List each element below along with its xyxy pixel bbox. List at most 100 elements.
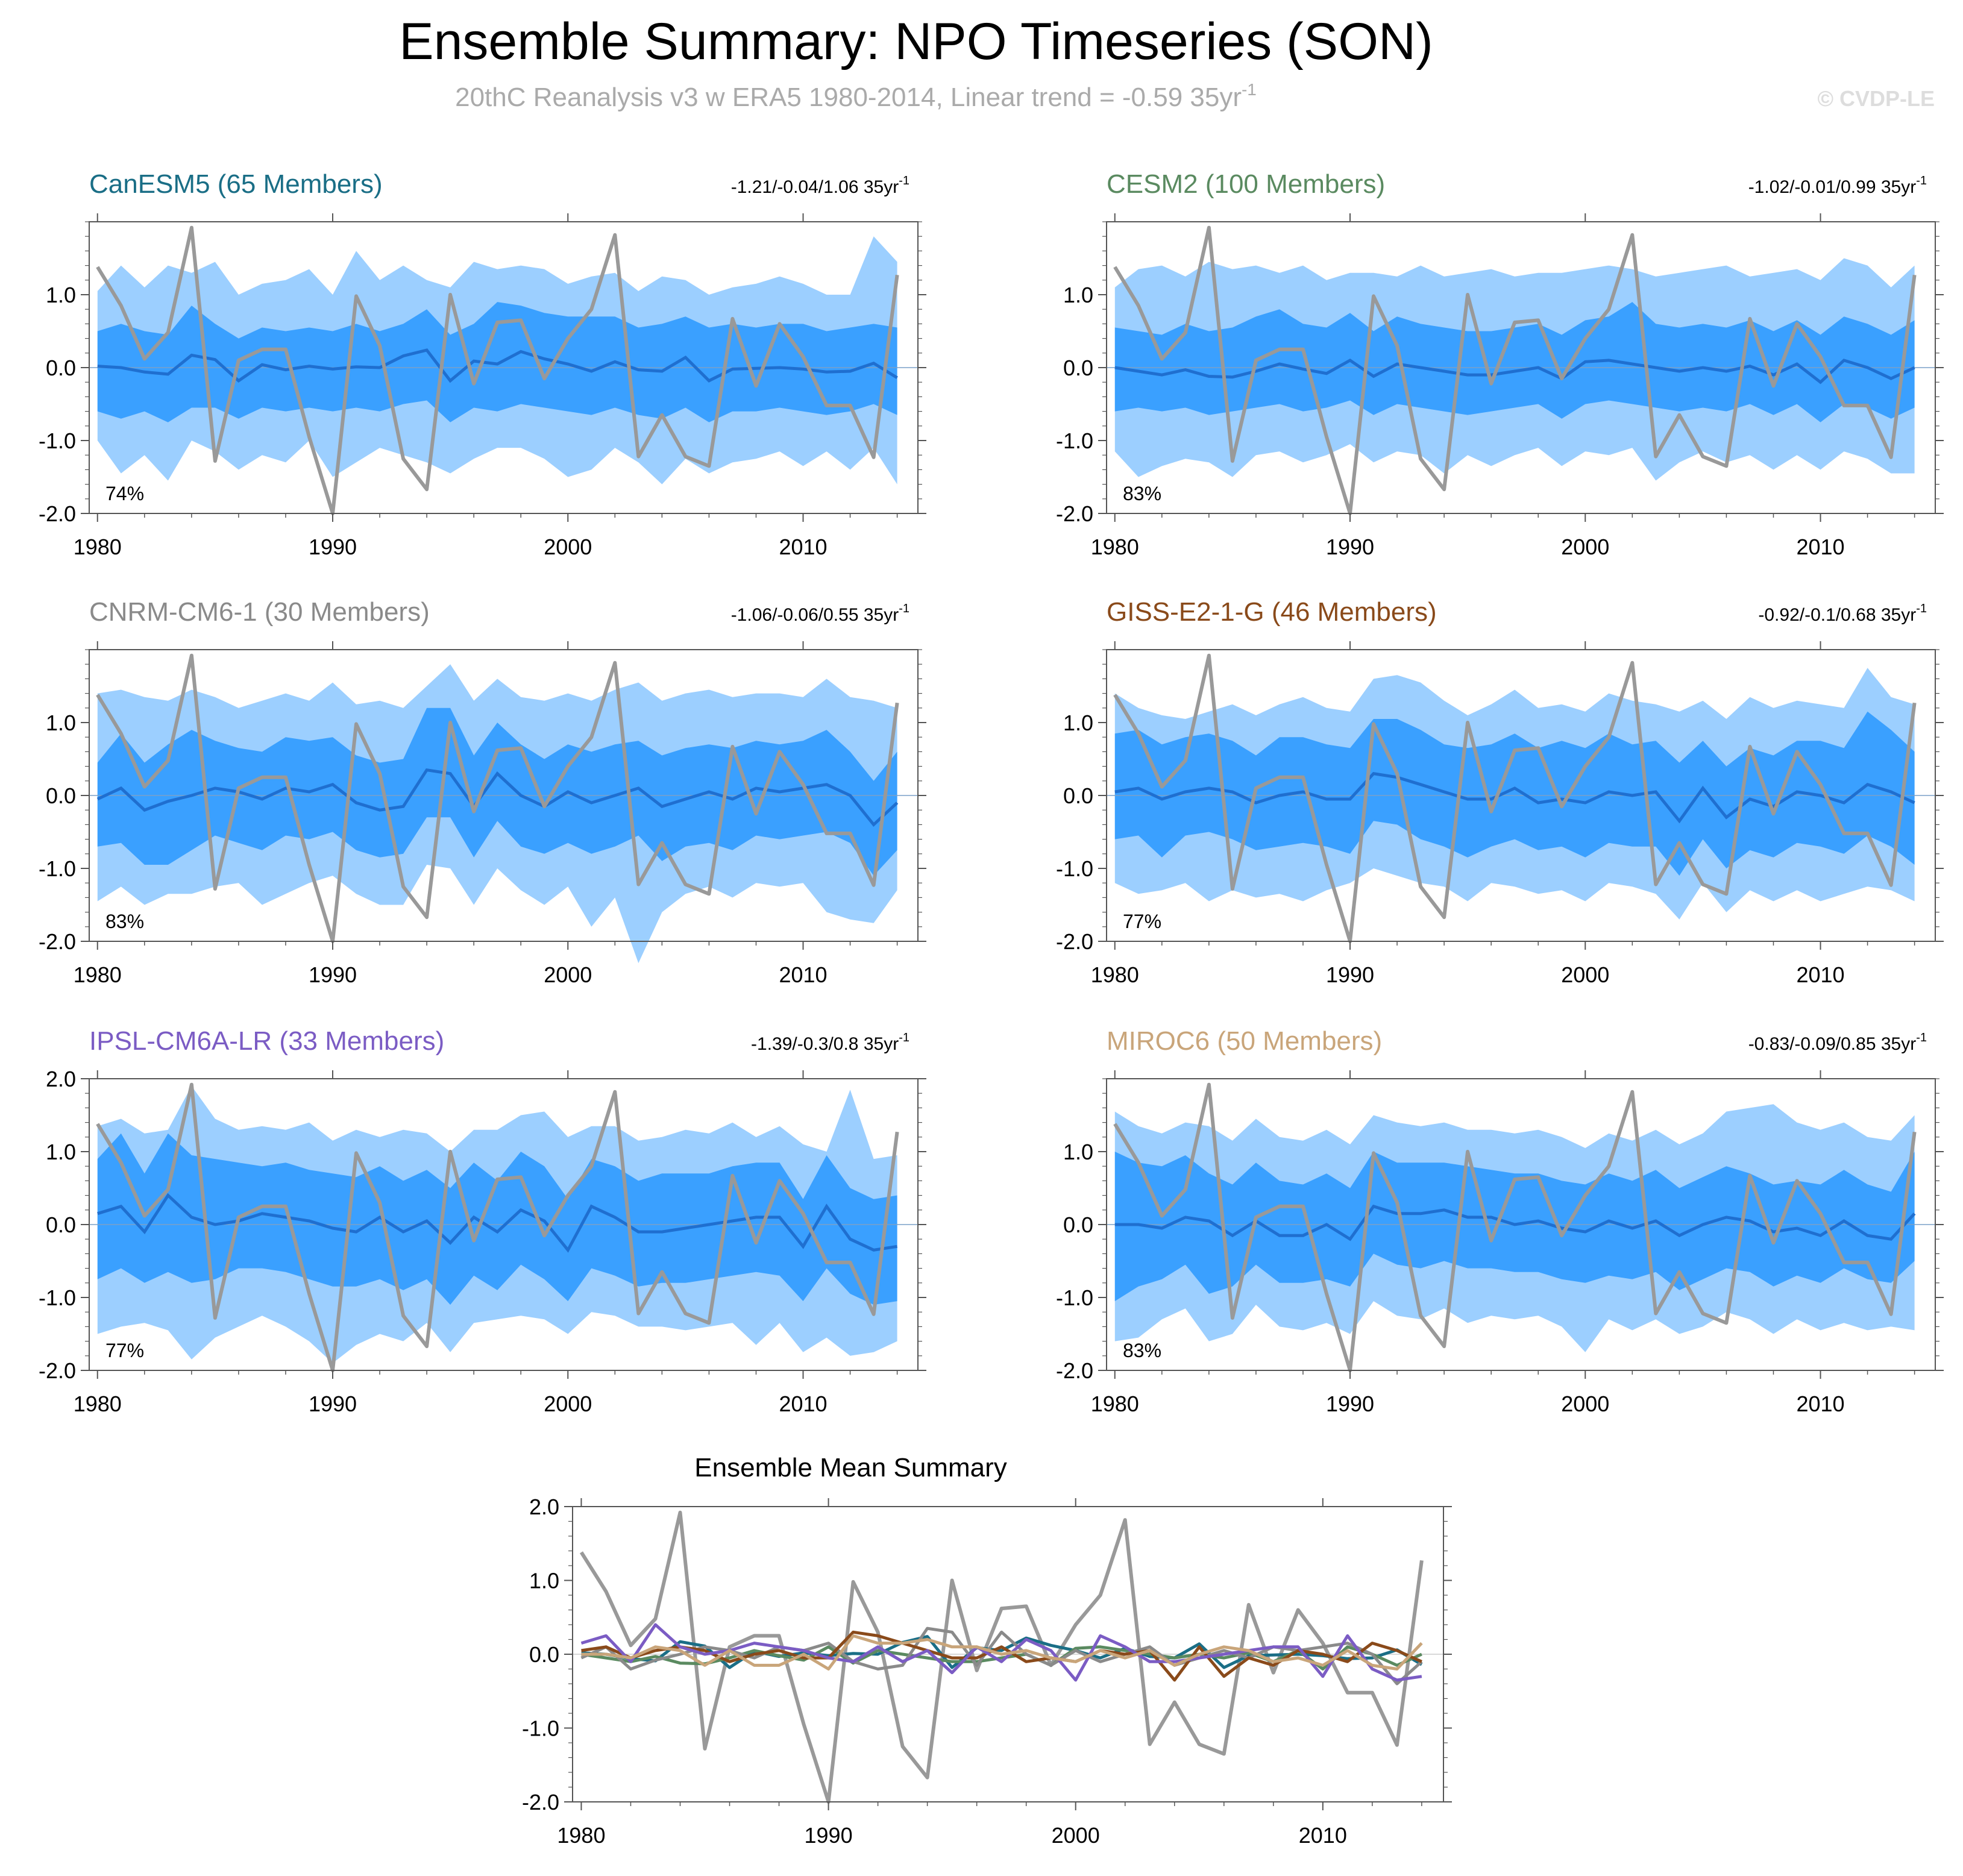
panel-title: CanESM5 (65 Members) [89,169,383,199]
mean-line-giss [581,1630,1422,1682]
y-tick-label: -1.0 [1056,856,1093,881]
x-tick-label: 1990 [309,962,357,987]
observed-line [1113,653,1917,943]
x-tick-label: 2010 [1796,1391,1844,1416]
x-tick-label: 2010 [779,1391,827,1416]
x-tick-label: 2010 [1299,1823,1347,1848]
panel-cnrm: CNRM-CM6-1 (30 Members) -1.06/-0.06/0.55 … [39,597,926,987]
trend-label: -0.92/-0.1/0.68 35yr-1 [1758,602,1927,625]
y-tick-label: -2.0 [1056,501,1093,526]
ensemble-mean-line [1114,358,1915,384]
watermark: © CVDP-LE [1817,86,1935,111]
y-tick-label: -2.0 [1056,1358,1093,1383]
ensemble-mean-line [1114,772,1915,824]
mean-line-ipsl [580,1623,1422,1682]
y-tick-label: 0.0 [1063,783,1093,808]
percent-label: 83% [1123,1340,1161,1361]
ensemble-mean-line [1114,1204,1916,1241]
trend-label: -1.39/-0.3/0.8 35yr-1 [751,1031,909,1054]
observed-line [1113,1082,1917,1372]
percent-label: 74% [105,483,144,504]
panel-cesm2: CESM2 (100 Members) -1.02/-0.01/0.99 35yr… [1056,169,1944,559]
band-25-75 [97,707,897,876]
x-tick-label: 1980 [557,1823,605,1848]
percent-label: 77% [105,1340,144,1361]
y-tick-label: 1.0 [46,711,76,735]
y-tick-label: 1.0 [46,1140,76,1164]
x-tick-label: 1990 [1326,962,1374,987]
x-tick-label: 2010 [779,962,827,987]
x-tick-label: 2000 [1561,1391,1609,1416]
x-tick-label: 1990 [1326,535,1374,559]
x-tick-label: 1990 [309,1391,357,1416]
percent-label: 83% [1123,483,1161,504]
x-tick-label: 1980 [1091,962,1139,987]
x-tick-label: 1980 [1091,1391,1139,1416]
panel-title: CNRM-CM6-1 (30 Members) [89,597,430,627]
panel-title: CESM2 (100 Members) [1107,169,1385,199]
x-tick-label: 2000 [1561,535,1609,559]
panel-title: GISS-E2-1-G (46 Members) [1107,597,1437,627]
x-tick-label: 2010 [1796,535,1844,559]
trend-label: -1.21/-0.04/1.06 35yr-1 [731,174,909,197]
y-tick-label: 2.0 [529,1495,559,1519]
y-tick-label: 1.0 [1063,283,1093,307]
y-tick-label: 1.0 [1063,1140,1093,1164]
x-tick-label: 2010 [1796,962,1844,987]
x-tick-label: 1980 [74,962,122,987]
x-tick-label: 2010 [779,535,827,559]
panel-giss: GISS-E2-1-G (46 Members) -0.92/-0.1/0.68 … [1056,597,1944,987]
x-tick-label: 1980 [1091,535,1139,559]
y-tick-label: -2.0 [39,501,76,526]
x-tick-label: 2000 [544,962,592,987]
y-tick-label: 1.0 [529,1569,559,1593]
observed-line [96,653,899,943]
panel-canesm5: CanESM5 (65 Members) -1.21/-0.04/1.06 35y… [39,169,926,559]
mean-line-cnrm [580,1627,1423,1686]
trend-label: -1.02/-0.01/0.99 35yr-1 [1748,174,1927,197]
y-tick-label: 0.0 [46,356,76,380]
panel-ensemble_mean: Ensemble Mean Summary 1980 1990 2000 2010 2.0… [522,1453,1452,1848]
figure-title: Ensemble Summary: NPO Timeseries (SON) [399,13,1433,71]
x-tick-label: 1990 [1326,1391,1374,1416]
x-tick-label: 2000 [544,535,592,559]
y-tick-label: -2.0 [1056,929,1093,954]
panel-title: MIROC6 (50 Members) [1107,1026,1382,1056]
observed-line [96,225,899,515]
x-tick-label: 1980 [74,1391,122,1416]
y-tick-label: -1.0 [39,428,76,453]
band-25-75 [1114,711,1915,876]
y-tick-label: -1.0 [522,1716,559,1741]
percent-label: 83% [105,911,144,932]
observed-line [579,1510,1424,1804]
y-tick-label: -1.0 [39,856,76,881]
panel-title: Ensemble Mean Summary [694,1453,1007,1482]
x-tick-label: 2000 [1052,1823,1100,1848]
mean-line-cesm2 [581,1645,1422,1671]
y-tick-label: 0.0 [1063,356,1093,380]
mean-line-miroc6 [581,1634,1423,1671]
x-tick-label: 2000 [1561,962,1609,987]
panels: CanESM5 (65 Members) -1.21/-0.04/1.06 35y… [39,169,1944,1848]
y-tick-label: -1.0 [39,1285,76,1310]
y-tick-label: 0.0 [46,783,76,808]
y-tick-label: -1.0 [1056,1285,1093,1310]
trend-label: -0.83/-0.09/0.85 35yr-1 [1748,1031,1927,1054]
y-tick-label: 2.0 [46,1067,76,1091]
y-tick-label: 0.0 [529,1642,559,1667]
percent-label: 77% [1123,911,1161,932]
y-tick-label: -2.0 [522,1790,559,1815]
observed-line [1113,225,1917,515]
observed-line [96,1082,899,1372]
y-tick-label: -2.0 [39,929,76,954]
figure-subtitle: 20thC Reanalysis v3 w ERA5 1980-2014, Li… [455,80,1257,112]
band-25-75 [97,1133,897,1305]
panel-title: IPSL-CM6A-LR (33 Members) [89,1026,444,1056]
x-tick-label: 2000 [544,1391,592,1416]
y-tick-label: 1.0 [46,283,76,307]
trend-label: -1.06/-0.06/0.55 35yr-1 [731,602,909,625]
panel-miroc6: MIROC6 (50 Members) -0.83/-0.09/0.85 35yr… [1056,1026,1944,1416]
y-tick-label: 0.0 [1063,1212,1093,1237]
x-tick-label: 1990 [805,1823,853,1848]
